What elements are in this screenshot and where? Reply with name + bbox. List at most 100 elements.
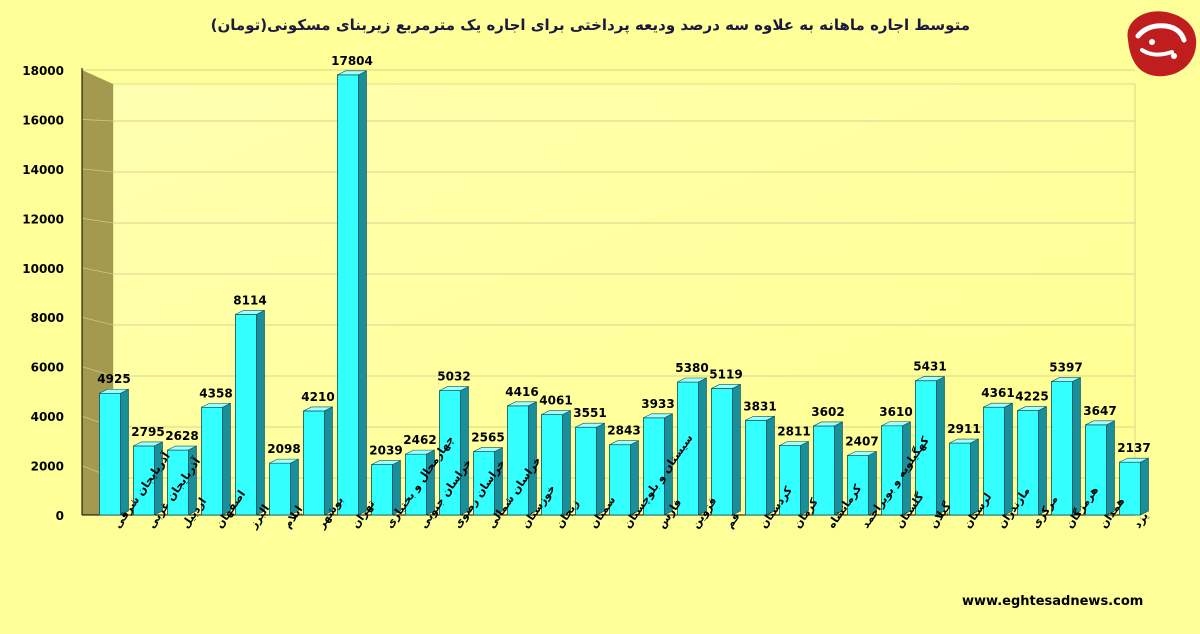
bar [1017,406,1047,516]
source-url: www.eghtesadnews.com [962,594,1144,609]
bar-top [643,413,673,419]
bar [405,449,435,516]
bar-top [1119,457,1149,463]
bar-front [1051,381,1073,516]
bar [133,441,163,516]
value-label: 4210 [301,390,334,404]
bar-top [745,415,775,421]
bar-top [337,70,367,76]
y-tick-label: 12000 [22,212,64,226]
bar-front [949,442,971,516]
y-tick-label: 10000 [22,262,64,276]
value-label: 3610 [879,405,912,419]
value-label: 2811 [777,425,810,439]
value-label: 2565 [471,431,504,445]
bar-side [698,377,707,516]
bar [201,402,231,516]
bar-front [235,314,257,516]
y-tick-label: 4000 [31,410,64,424]
bar-top [541,410,571,415]
bar-side [732,383,741,516]
bar [711,383,741,516]
value-label: 8114 [233,293,266,307]
bar-top [881,421,911,427]
bar-front [337,74,359,516]
value-label: 5397 [1049,361,1082,375]
value-label: 3647 [1083,404,1116,418]
bar-top [167,445,197,451]
value-label: 3602 [811,405,844,419]
value-label: 3933 [641,397,674,411]
bar [643,413,673,516]
bar [677,377,707,516]
bar [813,421,843,516]
value-label: 5032 [437,370,470,384]
bar-top [575,422,605,428]
gridline [81,217,1135,224]
bar-top [677,377,707,383]
bar-top [201,402,231,408]
bar-top [507,401,537,407]
value-label: 2795 [131,425,164,439]
value-label: 4361 [981,386,1014,400]
gridlines [81,69,1135,479]
y-tick-label: 6000 [31,361,64,375]
bar [541,410,571,516]
value-label: 3831 [743,399,776,413]
value-label: 4061 [539,394,572,408]
bar [1051,377,1081,516]
bar-top [949,438,979,444]
y-tick-label: 16000 [22,113,64,127]
bar-front [303,410,325,516]
bar [507,401,537,516]
bar-top [439,386,469,391]
y-tick-label: 18000 [22,64,64,78]
value-label: 4925 [97,372,130,386]
y-tick-label: 14000 [22,163,64,177]
bar-side [936,376,945,516]
bar-side [120,388,129,516]
value-label: 5431 [913,360,946,374]
bar-front [575,426,597,516]
bar-side [1072,377,1081,516]
faradid-logo [1127,11,1197,77]
bar-top [99,388,129,394]
bar-front [711,388,733,516]
bar-top [235,310,265,315]
value-label: 5119 [709,367,742,381]
bar [269,458,299,516]
value-label: 5380 [675,361,708,375]
y-tick-label: 8000 [31,311,64,325]
value-labels: 4925 2795 2628 4358 8114 2098 4210 17804 2039246… [97,54,1150,458]
bar-top [133,441,163,447]
bar [915,376,945,516]
bar-top [609,440,639,446]
bar [847,451,877,516]
gridline [81,316,1135,326]
bar [745,415,775,516]
bar-top [269,458,299,464]
gridline [81,267,1135,275]
bar [439,386,469,516]
bar-top [711,384,741,389]
bar [609,440,639,516]
bar-front [99,392,121,516]
value-label: 2628 [165,429,198,443]
bar-front [269,462,291,516]
bar [881,421,911,516]
value-label: 3551 [573,406,606,420]
value-label: 2039 [369,444,402,458]
value-label: 2843 [607,424,640,438]
bar-side [1140,457,1149,516]
bar-side [256,309,265,516]
bar [303,406,333,516]
bar [371,460,401,516]
bar [473,447,503,516]
bar-side [358,70,367,516]
bar [167,445,197,516]
gridline [81,366,1135,377]
bar [949,438,979,516]
bar [779,441,809,516]
